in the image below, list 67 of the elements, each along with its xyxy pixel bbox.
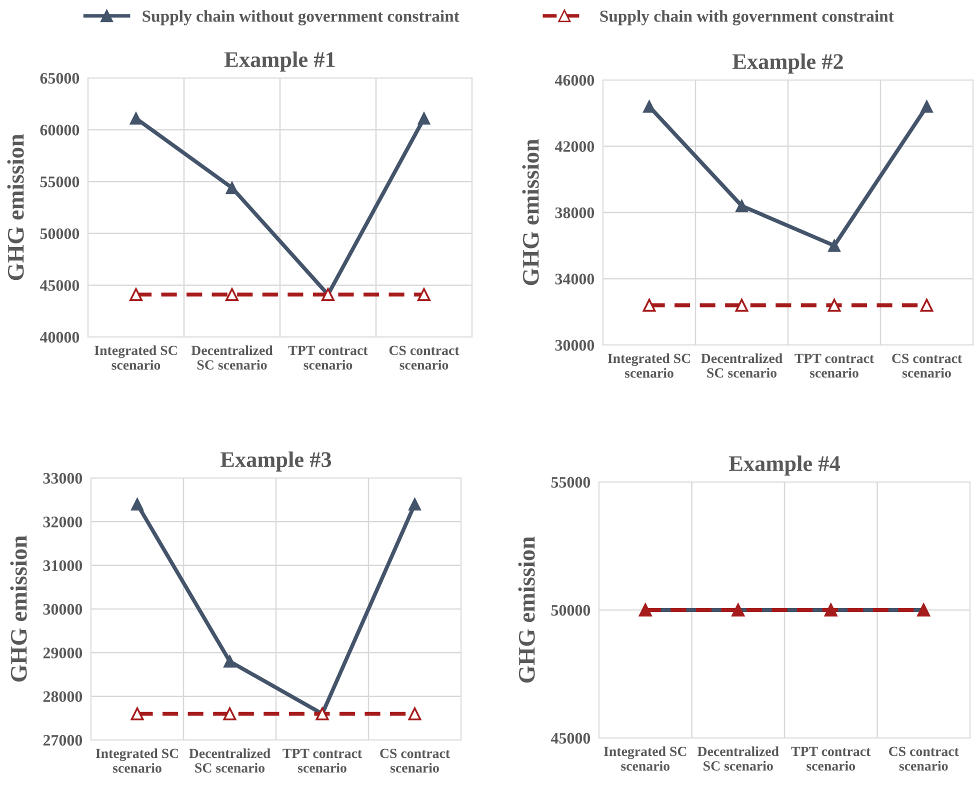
legend-label: Supply chain without government constraint — [142, 10, 460, 26]
point — [224, 655, 236, 668]
y-tick-label: 50000 — [551, 604, 590, 616]
x-tick-label: TPT contract scenario — [791, 746, 871, 771]
y-axis-title: GHG emission — [7, 134, 24, 280]
y-tick-label: 46000 — [554, 74, 594, 86]
y-tick-label: 55000 — [40, 176, 80, 188]
x-tick-label: CS contract scenario — [889, 746, 959, 771]
x-tick-label: Integrated SC scenario — [94, 345, 177, 370]
x-tick-label: Decentralized SC scenario — [697, 746, 779, 771]
y-tick-label: 55000 — [551, 476, 590, 488]
y-tick-label: 38000 — [555, 207, 594, 218]
point — [828, 239, 840, 252]
x-tick-label: Decentralized SC scenario — [701, 353, 782, 378]
point — [735, 298, 748, 312]
y-tick-label: 42000 — [554, 141, 594, 152]
x-tick-label: TPT contract scenario — [282, 748, 362, 773]
point — [223, 707, 236, 720]
y-tick-label: 31000 — [43, 560, 82, 572]
legend-label: Supply chain with government constraint — [600, 10, 894, 26]
point — [130, 288, 142, 301]
y-tick-label: 32000 — [43, 516, 82, 528]
x-tick-label: CS contract scenario — [389, 346, 460, 370]
point — [920, 298, 934, 312]
point — [736, 200, 748, 212]
x-tick-label: TPT contract scenario — [288, 346, 368, 370]
point — [408, 707, 422, 720]
x-tick-label: Integrated SC scenario — [604, 746, 686, 771]
y-tick-label: 45000 — [40, 280, 80, 291]
y-tick-label: 60000 — [40, 124, 80, 136]
chart-title: Example #2 — [732, 53, 843, 74]
y-tick-label: 29000 — [43, 648, 82, 658]
x-tick-label: CS contract scenario — [892, 354, 962, 378]
y-tick-label: 40000 — [40, 332, 80, 343]
y-tick-label: 50000 — [40, 228, 80, 240]
x-tick-label: Integrated SC scenario — [96, 748, 178, 773]
point — [130, 112, 142, 125]
point — [418, 112, 430, 125]
chart-title: Example #4 — [729, 455, 840, 476]
y-tick-label: 28000 — [43, 691, 82, 702]
y-tick-label: 30000 — [43, 604, 82, 615]
point — [828, 298, 841, 312]
y-axis-title: GHG emission — [518, 536, 535, 683]
y-axis-title: GHG emission — [522, 139, 539, 286]
point — [226, 182, 238, 194]
y-tick-label: 30000 — [555, 340, 594, 351]
point — [642, 298, 656, 312]
point — [418, 288, 430, 301]
x-tick-label: TPT contract scenario — [794, 354, 874, 378]
x-tick-label: CS contract scenario — [380, 748, 450, 773]
y-tick-label: 27000 — [43, 734, 82, 746]
chart-title: Example #3 — [220, 451, 332, 472]
y-tick-label: 33000 — [43, 472, 82, 484]
y-tick-label: 34000 — [555, 274, 594, 284]
y-axis-title: GHG emission — [10, 536, 27, 682]
point — [643, 100, 656, 113]
point — [130, 707, 144, 720]
x-tick-label: Integrated SC scenario — [608, 353, 690, 378]
x-tick-label: Decentralized SC scenario — [191, 345, 273, 370]
y-tick-label: 45000 — [550, 732, 590, 744]
x-tick-label: Decentralized SC scenario — [189, 748, 270, 773]
point — [408, 498, 421, 510]
point — [920, 100, 933, 113]
y-tick-label: 65000 — [40, 72, 80, 84]
point — [226, 288, 238, 301]
chart-title: Example #1 — [224, 51, 335, 72]
point — [131, 498, 144, 510]
